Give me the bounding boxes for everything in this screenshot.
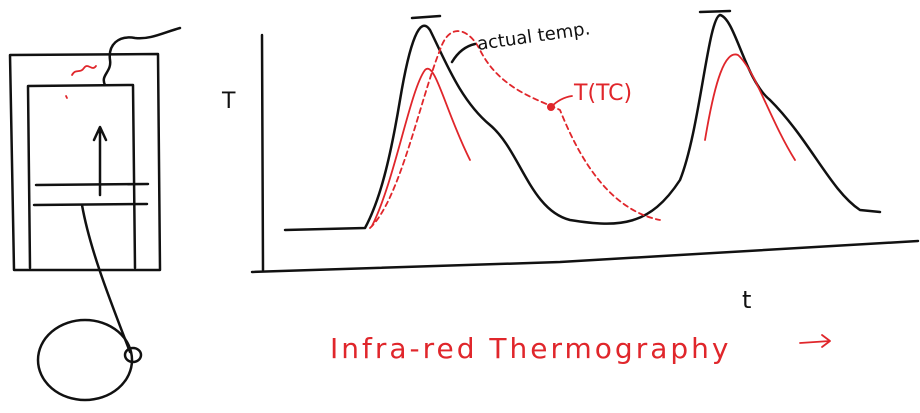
caption: Infra-red Thermography	[330, 332, 731, 365]
apparatus	[10, 28, 180, 400]
sketch: T t actual temp. T(TC) Infra-red Thermog…	[0, 0, 920, 413]
x-axis-label: t	[742, 286, 751, 314]
y-axis	[262, 35, 263, 270]
wire	[104, 28, 180, 85]
x-axis	[252, 241, 918, 272]
peak-ticks	[412, 11, 730, 18]
plot	[252, 11, 918, 272]
heat-marks	[66, 66, 96, 98]
tc-label: T(TC)	[573, 81, 632, 106]
inner-box	[28, 85, 135, 268]
actual-temp-label: actual temp.	[476, 18, 592, 55]
tc-curve	[370, 31, 660, 228]
cord	[82, 205, 130, 352]
ir-curve-2	[705, 54, 795, 160]
y-axis-label: T	[221, 89, 236, 114]
base-ellipse	[38, 320, 132, 400]
label-leader	[452, 44, 475, 62]
actual-temp-curve	[285, 15, 880, 230]
shelf-lines	[34, 184, 148, 205]
caption-arrow	[800, 335, 830, 347]
